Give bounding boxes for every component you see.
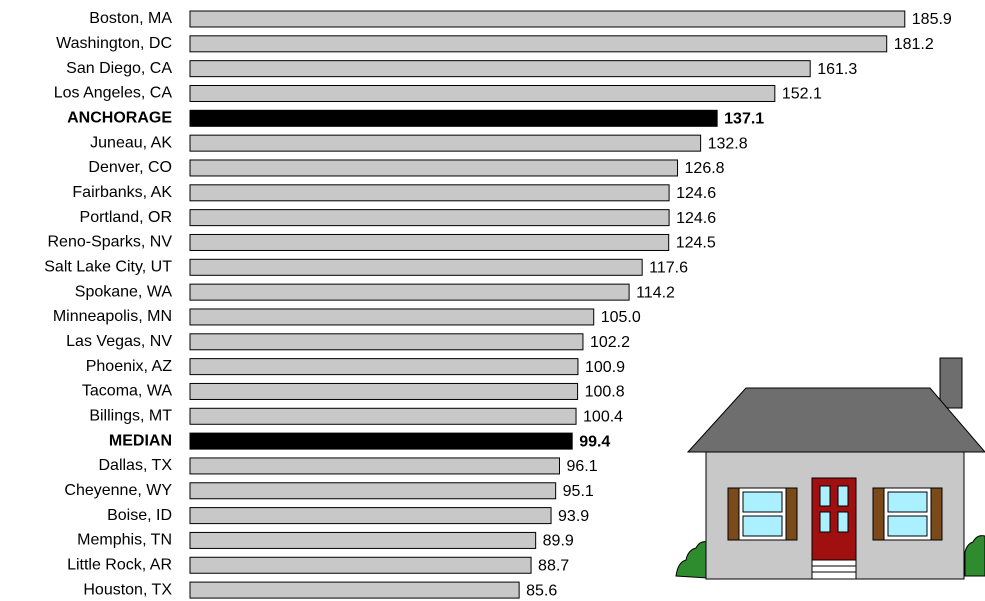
category-label: Houston, TX [83, 581, 172, 598]
value-label: 100.9 [585, 359, 625, 376]
value-label: 185.9 [912, 11, 952, 28]
steps [811, 559, 857, 580]
bar [189, 556, 532, 574]
bar [189, 581, 520, 599]
category-label: Spokane, WA [75, 283, 173, 300]
bar [189, 407, 577, 425]
bar [189, 10, 906, 28]
value-label: 100.4 [583, 408, 623, 425]
bar [189, 482, 557, 500]
bar [189, 159, 679, 177]
value-label: 100.8 [585, 384, 625, 401]
bar [189, 184, 670, 202]
bar [189, 308, 595, 326]
value-label: 124.6 [676, 185, 716, 202]
category-label: Las Vegas, NV [66, 333, 172, 350]
category-label: Portland, OR [80, 209, 172, 226]
window-right [872, 487, 943, 541]
value-label: 126.8 [685, 160, 725, 177]
value-label: 117.6 [649, 260, 688, 277]
category-label: Memphis, TN [77, 532, 172, 549]
bar [189, 258, 643, 276]
bar [189, 531, 537, 549]
category-label: Washington, DC [56, 35, 172, 52]
category-label: Los Angeles, CA [54, 85, 173, 102]
category-label: Salt Lake City, UT [44, 259, 172, 276]
category-label: Juneau, AK [90, 134, 172, 151]
value-label: 161.3 [817, 61, 857, 78]
value-label: 96.1 [567, 458, 598, 475]
bar [189, 382, 579, 400]
category-label: Fairbanks, AK [72, 184, 172, 201]
category-label: Cheyenne, WY [64, 482, 172, 499]
value-label: 95.1 [563, 483, 594, 500]
category-label: Boston, MA [89, 10, 172, 27]
category-label: Billings, MT [89, 407, 172, 424]
category-label: Dallas, TX [98, 457, 172, 474]
chimney [939, 357, 963, 409]
bar [189, 209, 670, 227]
house [675, 357, 985, 580]
category-label: Denver, CO [88, 159, 172, 176]
category-label: Reno-Sparks, NV [48, 234, 173, 251]
value-label: 124.6 [676, 210, 716, 227]
category-label: Minneapolis, MN [53, 308, 172, 325]
category-label: San Diego, CA [66, 60, 172, 77]
value-label: 181.2 [894, 36, 934, 53]
value-label: 132.8 [708, 135, 748, 152]
bar [189, 333, 584, 351]
category-label: Boise, ID [107, 507, 172, 524]
bar [189, 134, 702, 152]
bar [189, 358, 579, 376]
bar [189, 109, 718, 127]
value-label: 102.2 [590, 334, 630, 351]
bar [189, 432, 573, 450]
value-label: 137.1 [724, 111, 764, 128]
category-label: ANCHORAGE [67, 110, 172, 127]
value-label: 105.0 [601, 309, 641, 326]
category-label: Tacoma, WA [82, 383, 172, 400]
value-label: 99.4 [579, 433, 610, 450]
window-left [727, 487, 798, 541]
bar [189, 35, 888, 53]
bar [189, 283, 630, 301]
value-label: 85.6 [526, 582, 557, 599]
value-label: 152.1 [782, 86, 822, 103]
roof [686, 387, 985, 453]
bush [964, 535, 985, 577]
bar [189, 233, 670, 251]
value-label: 114.2 [636, 284, 675, 301]
bar [189, 507, 552, 525]
bar [189, 60, 811, 78]
category-label: Little Rock, AR [67, 556, 172, 573]
door [811, 477, 857, 561]
value-label: 93.9 [558, 508, 589, 525]
value-label: 88.7 [538, 557, 569, 574]
bar [189, 84, 776, 102]
value-label: 124.5 [676, 235, 716, 252]
value-label: 89.9 [543, 533, 574, 550]
category-label: Phoenix, AZ [86, 358, 173, 375]
category-label: MEDIAN [109, 432, 172, 449]
bush [675, 541, 709, 579]
bar [189, 457, 561, 475]
